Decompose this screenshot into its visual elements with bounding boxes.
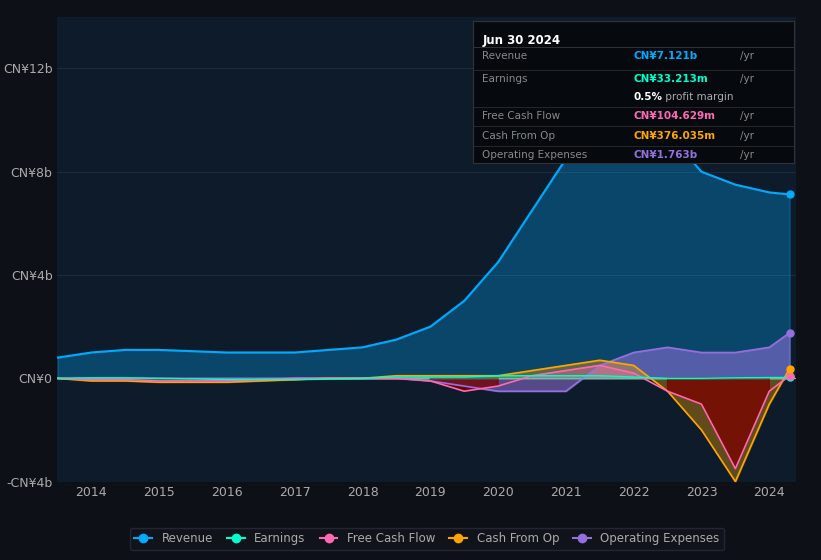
Legend: Revenue, Earnings, Free Cash Flow, Cash From Op, Operating Expenses: Revenue, Earnings, Free Cash Flow, Cash … xyxy=(130,528,724,550)
